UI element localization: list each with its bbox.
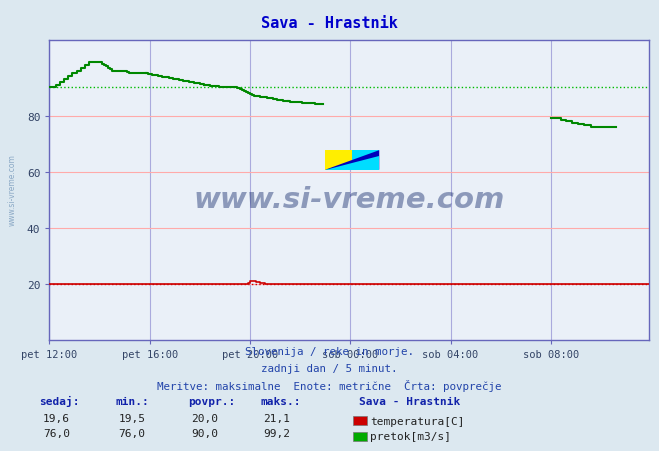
Text: 99,2: 99,2 [264, 428, 291, 438]
Text: temperatura[C]: temperatura[C] [370, 416, 465, 426]
Text: 76,0: 76,0 [43, 428, 70, 438]
Text: Meritve: maksimalne  Enote: metrične  Črta: povprečje: Meritve: maksimalne Enote: metrične Črta… [158, 379, 501, 391]
Text: 19,5: 19,5 [119, 413, 146, 423]
Text: maks.:: maks.: [260, 396, 301, 405]
Bar [353, 151, 380, 170]
Text: pretok[m3/s]: pretok[m3/s] [370, 431, 451, 441]
Text: zadnji dan / 5 minut.: zadnji dan / 5 minut. [261, 363, 398, 373]
Text: min.:: min.: [115, 396, 149, 405]
Text: povpr.:: povpr.: [188, 396, 235, 405]
Polygon shape [326, 151, 380, 170]
Text: www.si-vreme.com: www.si-vreme.com [194, 185, 505, 213]
Text: 90,0: 90,0 [191, 428, 218, 438]
Text: 20,0: 20,0 [191, 413, 218, 423]
Polygon shape [326, 156, 380, 170]
Text: 19,6: 19,6 [43, 413, 70, 423]
Text: sedaj:: sedaj: [40, 395, 80, 405]
Text: 76,0: 76,0 [119, 428, 146, 438]
Text: Sava - Hrastnik: Sava - Hrastnik [359, 396, 461, 405]
Text: 21,1: 21,1 [264, 413, 291, 423]
Text: Slovenija / reke in morje.: Slovenija / reke in morje. [245, 346, 414, 356]
Text: www.si-vreme.com: www.si-vreme.com [8, 153, 17, 226]
Text: Sava - Hrastnik: Sava - Hrastnik [261, 16, 398, 31]
Bar [326, 151, 353, 170]
